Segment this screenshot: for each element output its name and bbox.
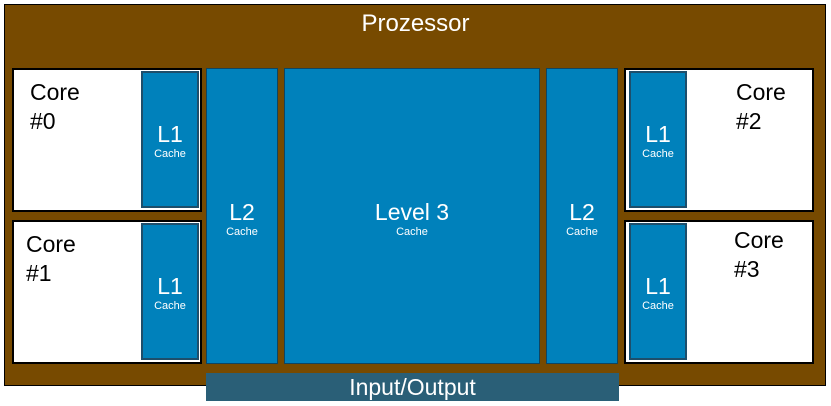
l3-cache-sub: Cache [396,226,428,238]
l1-cache-core-3-sub: Cache [642,300,674,312]
l2-cache-right: L2 Cache [546,68,618,364]
l3-cache: Level 3 Cache [284,68,540,364]
l1-cache-core-2-sub: Cache [642,148,674,160]
core-0-label: Core #0 [30,79,80,134]
l2-cache-left: L2 Cache [206,68,278,364]
l2-cache-right-label: L2 [569,199,595,225]
l1-cache-core-0-sub: Cache [154,148,186,160]
l3-cache-label: Level 3 [374,199,450,225]
l1-cache-core-1-label: L1 [157,273,183,299]
l2-cache-right-sub: Cache [566,226,598,238]
l1-cache-core-2-label: L1 [645,121,671,147]
l1-cache-core-1-sub: Cache [154,300,186,312]
l1-cache-core-1: L1 Cache [141,223,199,360]
l2-cache-left-sub: Cache [226,226,258,238]
l2-cache-left-label: L2 [229,199,255,225]
core-1-label: Core #1 [26,231,76,286]
l1-cache-core-0: L1 Cache [141,71,199,208]
core-3-label: Core #3 [734,227,784,282]
l1-cache-core-0-label: L1 [157,121,183,147]
io-block: Input/Output [206,373,619,401]
processor-title: Prozessor [361,10,470,37]
l1-cache-core-3: L1 Cache [629,223,687,360]
l1-cache-core-2: L1 Cache [629,71,687,208]
l1-cache-core-3-label: L1 [645,273,671,299]
core-2-label: Core #2 [736,79,786,134]
